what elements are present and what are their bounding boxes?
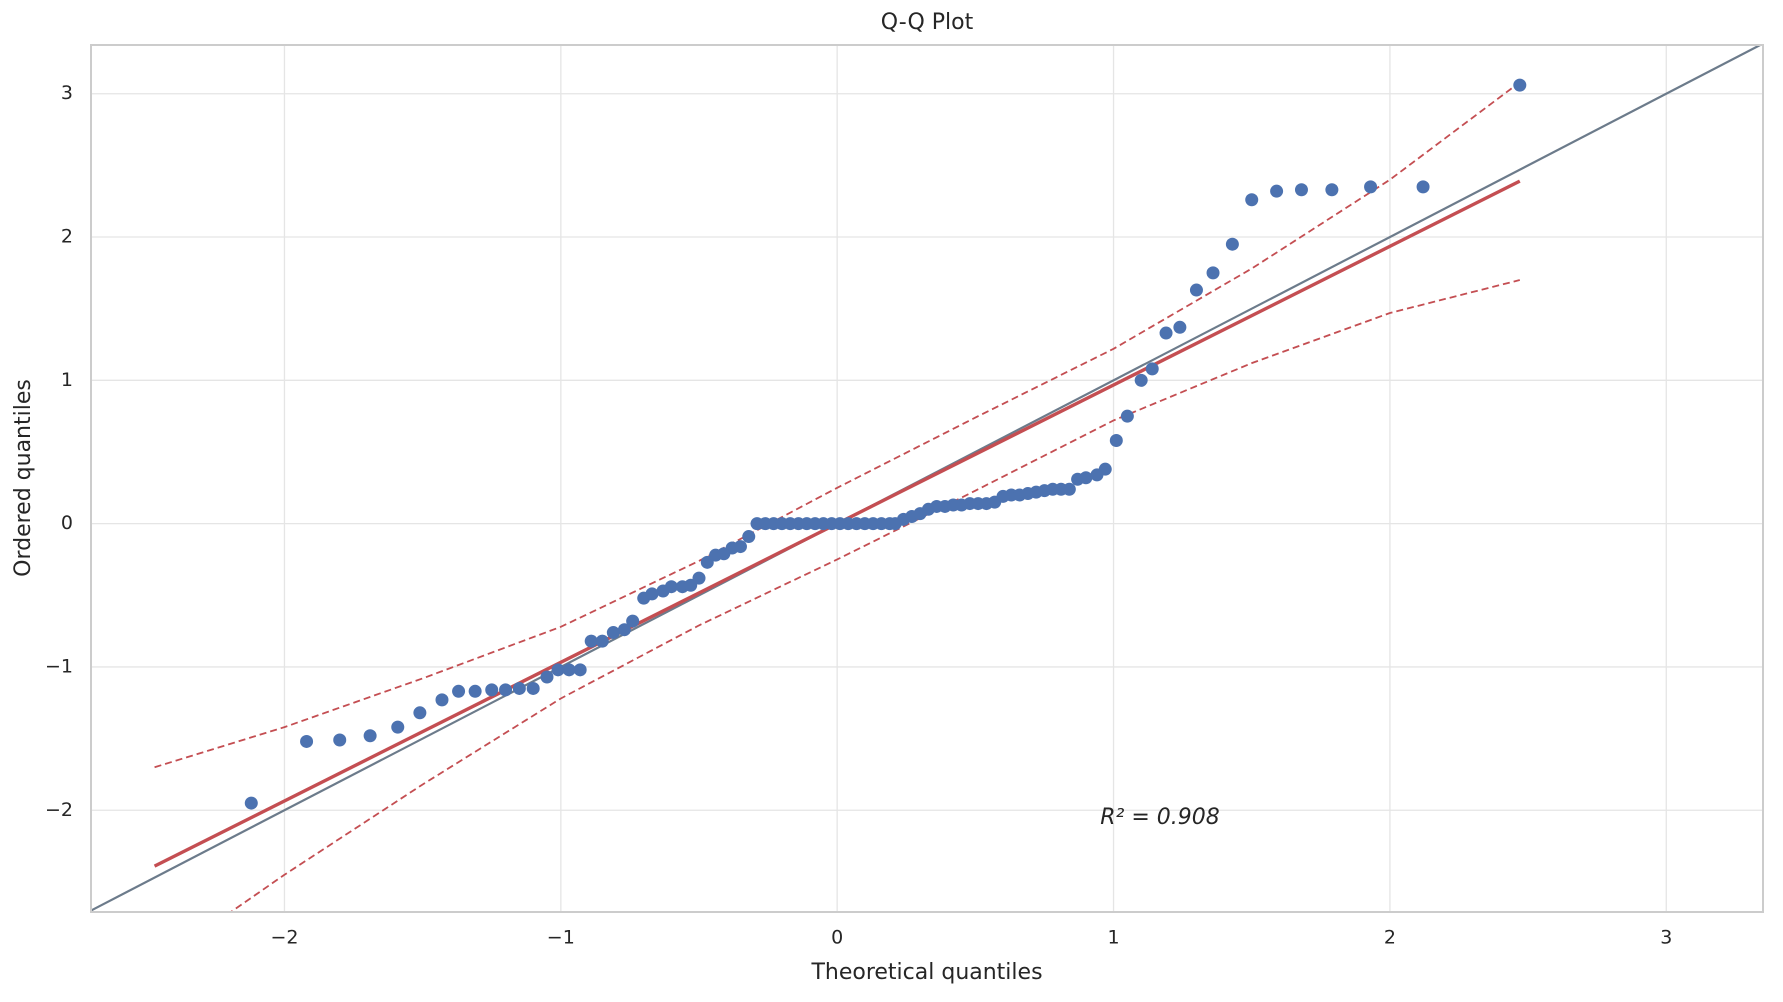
point (562, 663, 576, 677)
point (606, 626, 620, 640)
point (1364, 180, 1378, 194)
y-tick-label: 1 (61, 369, 73, 391)
point (363, 729, 377, 743)
x-tick-label: −1 (547, 927, 575, 949)
chart-title: Q-Q Plot (881, 10, 974, 35)
x-tick-label: 0 (831, 927, 843, 949)
point (1173, 320, 1187, 334)
point (1225, 237, 1239, 251)
point (1120, 409, 1134, 423)
point (1159, 326, 1173, 340)
point (1325, 183, 1339, 197)
axes-frame (90, 44, 1764, 913)
point (617, 623, 631, 637)
grid (91, 45, 1763, 912)
point (573, 663, 587, 677)
point (333, 733, 347, 747)
point (1062, 482, 1076, 496)
y-tick-label: −2 (45, 799, 73, 821)
point (435, 693, 449, 707)
point (1189, 283, 1203, 297)
point (1206, 266, 1220, 280)
point (540, 670, 554, 684)
point (1270, 184, 1284, 198)
point (512, 681, 526, 695)
point (584, 634, 598, 648)
point (1245, 193, 1259, 207)
point (1416, 180, 1430, 194)
point (551, 663, 565, 677)
point (1109, 434, 1123, 448)
point (499, 683, 513, 697)
point (733, 540, 747, 554)
x-tick-label: 2 (1384, 927, 1396, 949)
point (626, 614, 640, 628)
point (1134, 373, 1148, 387)
confidence-band (229, 279, 1521, 912)
x-axis-label: Theoretical quantiles (810, 960, 1042, 985)
point (485, 683, 499, 697)
y-tick-label: 0 (61, 512, 73, 534)
point (645, 587, 659, 601)
x-tick-label: 1 (1107, 927, 1119, 949)
point (742, 530, 756, 544)
point (391, 720, 405, 734)
point (244, 796, 258, 810)
point (1294, 183, 1308, 197)
point (526, 681, 540, 695)
annotation: R² = 0.908 (1100, 805, 1220, 830)
point (468, 684, 482, 698)
point (664, 580, 678, 594)
point (452, 684, 466, 698)
confidence-band (154, 81, 1521, 769)
y-tick-label: 2 (61, 226, 73, 248)
y-tick-label: −1 (45, 655, 73, 677)
point (1079, 471, 1093, 485)
y-axis-label: Ordered quantiles (11, 379, 36, 577)
point (1145, 362, 1159, 376)
point (300, 734, 314, 748)
point (1513, 78, 1527, 92)
point (413, 706, 427, 720)
x-tick-label: 3 (1660, 927, 1672, 949)
y-tick-label: 3 (61, 82, 73, 104)
point (595, 634, 609, 648)
point (1098, 462, 1112, 476)
plot-area (91, 45, 1763, 912)
point (692, 571, 706, 585)
x-tick-label: −2 (270, 927, 298, 949)
